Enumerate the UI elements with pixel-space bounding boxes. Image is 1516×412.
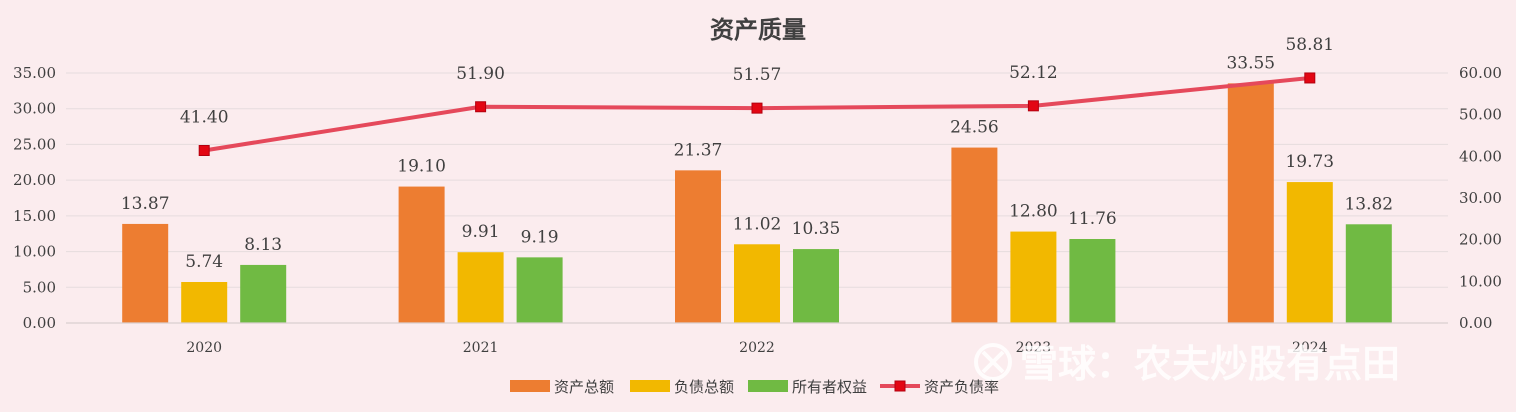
bar-data-label: 10.35 — [792, 219, 841, 239]
right-tick-label: 20.00 — [1459, 231, 1502, 249]
left-tick-label: 10.00 — [13, 243, 56, 261]
bar-data-label: 13.82 — [1344, 194, 1393, 214]
bar-data-label: 9.91 — [462, 222, 500, 242]
legend-label: 资产总额 — [554, 378, 614, 396]
bar — [240, 264, 287, 323]
chart-title: 资产质量 — [710, 15, 806, 44]
right-tick-label: 30.00 — [1459, 189, 1502, 207]
right-y-axis: 0.00 10.00 20.00 30.00 40.00 50.00 60.00 — [1459, 64, 1502, 332]
bar — [951, 147, 998, 323]
line-data-label: 51.90 — [456, 64, 505, 84]
bar — [734, 244, 780, 323]
line-point — [1304, 72, 1316, 84]
bar-data-label: 21.37 — [674, 140, 723, 160]
watermark: 雪球：农夫炒股有点田 — [974, 342, 1400, 386]
watermark-logo-icon — [974, 343, 1012, 381]
line-data-label: 41.40 — [180, 108, 229, 128]
left-tick-label: 0.00 — [23, 314, 56, 332]
right-tick-label: 50.00 — [1459, 106, 1502, 124]
left-tick-label: 20.00 — [13, 171, 56, 189]
legend-swatch — [510, 380, 550, 392]
line-data-label: 51.57 — [733, 65, 782, 85]
line-data-label: 52.12 — [1009, 63, 1058, 83]
line-data-label: 58.81 — [1285, 35, 1334, 55]
bar-data-label: 24.56 — [950, 118, 999, 138]
right-tick-label: 40.00 — [1459, 147, 1502, 165]
bar — [1345, 224, 1392, 323]
bar-data-label: 11.76 — [1068, 209, 1117, 229]
legend: 资产总额 负债总额 所有者权益 资产负债率 — [510, 378, 999, 396]
right-tick-label: 0.00 — [1459, 314, 1492, 332]
data-labels: 13.87 19.10 21.37 24.56 33.55 5.74 9.91 11.02 12… — [121, 35, 1393, 272]
bar-data-label: 19.10 — [397, 157, 446, 177]
x-tick-label: 2024 — [1292, 340, 1328, 356]
watermark-text: 雪球：农夫炒股有点田 — [1020, 342, 1400, 386]
bar-data-label: 19.73 — [1285, 152, 1334, 172]
bar-data-label: 11.02 — [733, 214, 782, 234]
legend-marker — [894, 380, 906, 392]
bar — [1069, 239, 1116, 323]
bar — [122, 223, 169, 323]
left-tick-label: 35.00 — [13, 64, 56, 82]
bar-data-label: 13.87 — [121, 194, 170, 214]
bar — [398, 186, 445, 323]
left-tick-label: 5.00 — [23, 278, 56, 296]
legend-swatch — [630, 380, 670, 392]
x-tick-label: 2021 — [463, 340, 499, 356]
bar-data-label: 12.80 — [1009, 202, 1058, 222]
bar — [516, 257, 563, 323]
x-tick-label: 2020 — [186, 340, 222, 356]
bars — [122, 83, 1392, 323]
line-series — [198, 72, 1316, 156]
right-tick-label: 10.00 — [1459, 272, 1502, 290]
bar — [457, 252, 504, 323]
legend-label: 所有者权益 — [792, 378, 867, 396]
right-tick-label: 60.00 — [1459, 64, 1502, 82]
bar-data-label: 9.19 — [521, 227, 559, 247]
bar-data-label: 5.74 — [185, 252, 223, 272]
x-tick-label: 2023 — [1016, 340, 1052, 356]
line-point — [198, 145, 210, 156]
bar — [793, 249, 839, 323]
x-tick-label: 2022 — [739, 340, 775, 356]
left-tick-label: 25.00 — [13, 135, 56, 153]
legend-swatch — [748, 380, 788, 392]
left-tick-label: 30.00 — [13, 100, 56, 118]
bar-data-label: 8.13 — [244, 235, 282, 255]
bar-data-label: 33.55 — [1226, 53, 1275, 73]
bar — [675, 170, 721, 323]
left-y-axis: 0.00 5.00 10.00 15.00 20.00 25.00 30.00 35.00 — [13, 64, 56, 332]
bar — [1227, 83, 1274, 323]
bar — [1010, 231, 1057, 323]
legend-label: 资产负债率 — [924, 378, 999, 396]
bar — [181, 282, 228, 323]
line-point — [751, 102, 763, 114]
x-axis: 2020 2021 2022 2023 2024 — [66, 322, 1448, 356]
line-series-path — [202, 75, 1312, 153]
line-point — [475, 101, 487, 113]
line-point — [1027, 100, 1039, 112]
bar — [1286, 182, 1333, 323]
legend-label: 负债总额 — [674, 378, 734, 396]
left-tick-label: 15.00 — [13, 207, 56, 225]
